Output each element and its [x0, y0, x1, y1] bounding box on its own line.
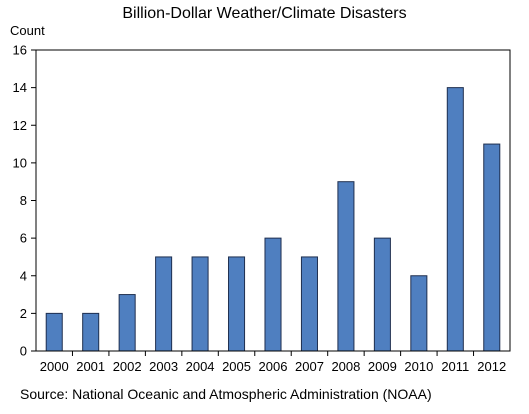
bar-2005 [228, 256, 246, 352]
x-tick-label-2007: 2007 [295, 359, 324, 374]
bar-2003 [155, 256, 173, 352]
x-tick-label-2002: 2002 [113, 359, 142, 374]
x-tick-label-2005: 2005 [222, 359, 251, 374]
x-tick-label-2012: 2012 [477, 359, 506, 374]
bar-2006 [264, 237, 282, 352]
y-tick-label: 6 [20, 231, 27, 246]
y-tick-label: 14 [13, 80, 27, 95]
x-tick-label-2000: 2000 [40, 359, 69, 374]
x-tick-label-2001: 2001 [76, 359, 105, 374]
y-tick-label: 10 [13, 155, 27, 170]
y-axis: 0 2 4 6 8 10 12 14 16 [13, 43, 36, 359]
bars [45, 87, 501, 352]
y-tick-label: 12 [13, 118, 27, 133]
x-tick-label-2010: 2010 [404, 359, 433, 374]
y-tick-label: 0 [20, 344, 27, 359]
y-axis-label: Count [10, 23, 45, 38]
bar-2009 [373, 237, 391, 352]
bar-2001 [82, 312, 100, 352]
bar-2008 [337, 181, 355, 352]
y-tick-label: 16 [13, 43, 27, 58]
x-tick-label-2011: 2011 [441, 359, 469, 374]
x-tick-label-2003: 2003 [149, 359, 178, 374]
x-tick-label-2004: 2004 [186, 359, 215, 374]
y-tick-label: 2 [20, 306, 27, 321]
y-tick-label: 8 [20, 193, 27, 208]
x-tick-label-2008: 2008 [331, 359, 360, 374]
y-tick-label: 4 [20, 268, 27, 283]
x-tick-label-2009: 2009 [368, 359, 397, 374]
x-tick-label-2006: 2006 [259, 359, 288, 374]
bar-2010 [410, 275, 428, 352]
bar-2000 [45, 312, 63, 352]
bar-2002 [118, 294, 136, 352]
bar-2007 [300, 256, 318, 352]
plot-frame [35, 49, 511, 352]
bar-2011 [446, 87, 464, 352]
bar-2012 [483, 143, 501, 352]
chart-source: Source: National Oceanic and Atmospheric… [20, 386, 432, 402]
bar-2004 [191, 256, 209, 352]
chart-title: Billion-Dollar Weather/Climate Disasters [122, 5, 407, 22]
x-axis: 2000 2001 2002 2003 2004 2005 2006 2007 2008 2009… [40, 351, 506, 374]
